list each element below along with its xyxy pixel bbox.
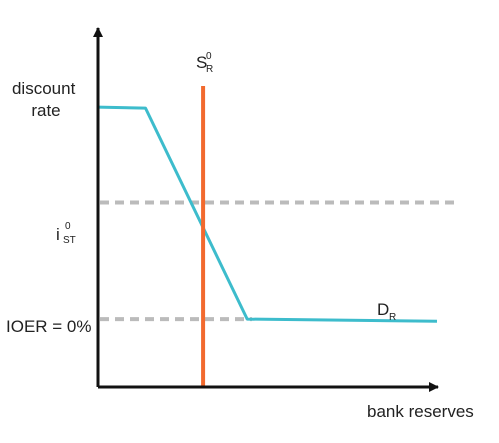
reserve-demand-curve	[98, 107, 437, 321]
short-term-rate-label: i	[56, 225, 60, 244]
x-axis-label: bank reserves	[367, 402, 474, 421]
short-term-rate-sup: 0	[65, 221, 71, 232]
demand-label-sub: R	[389, 312, 396, 323]
supply-label-sup: 0	[206, 51, 212, 62]
supply-label-sub: R	[206, 64, 213, 75]
demand-label-base: D	[377, 300, 389, 319]
discount-rate-label-line-1: discount	[12, 79, 76, 98]
ioer-label: IOER = 0%	[6, 317, 92, 336]
discount-rate-label-line-2: rate	[31, 101, 60, 120]
discount-rate-label: discount rate	[12, 79, 80, 120]
short-term-rate-base: i	[56, 225, 60, 244]
short-term-rate-sub: ST	[63, 235, 76, 246]
